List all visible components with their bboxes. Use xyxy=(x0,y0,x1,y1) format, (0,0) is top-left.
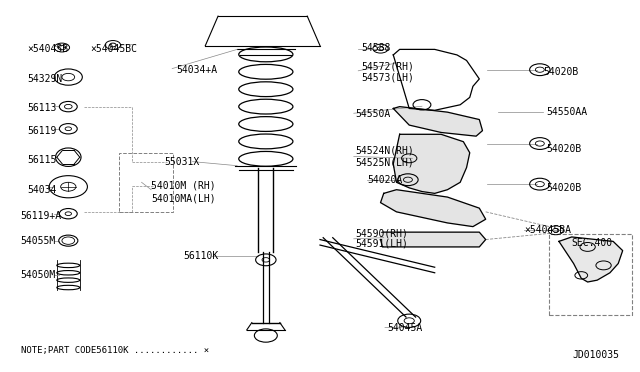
Text: ×54045B: ×54045B xyxy=(27,44,68,54)
Text: 56119: 56119 xyxy=(27,126,56,136)
Text: 56115: 56115 xyxy=(27,155,56,165)
Text: 54010M (RH): 54010M (RH) xyxy=(151,181,216,191)
Text: 54573(LH): 54573(LH) xyxy=(362,72,414,82)
Text: 54020B: 54020B xyxy=(543,67,579,77)
Text: 55031X: 55031X xyxy=(164,157,199,167)
Text: NOTE;PART CODE56110K ............ ×: NOTE;PART CODE56110K ............ × xyxy=(20,346,209,355)
Polygon shape xyxy=(559,237,623,282)
Text: 56113: 56113 xyxy=(27,103,56,113)
Text: SEC.400: SEC.400 xyxy=(572,238,613,248)
Text: 54020B: 54020B xyxy=(546,183,582,193)
Text: 54050M: 54050M xyxy=(20,270,56,280)
Text: 54525N(LH): 54525N(LH) xyxy=(355,157,414,167)
Text: 54020B: 54020B xyxy=(546,144,582,154)
Text: 54550AA: 54550AA xyxy=(546,107,588,117)
Text: 56119+A: 56119+A xyxy=(20,211,61,221)
Text: 54572(RH): 54572(RH) xyxy=(362,61,414,71)
Text: JD010035: JD010035 xyxy=(573,350,620,360)
Text: 54329N: 54329N xyxy=(27,74,62,84)
Text: 54550A: 54550A xyxy=(355,109,390,119)
Text: 54590(RH): 54590(RH) xyxy=(355,229,408,239)
Text: ×54045BA: ×54045BA xyxy=(524,225,571,235)
Text: 54034+A: 54034+A xyxy=(177,65,218,75)
Text: 54010MA(LH): 54010MA(LH) xyxy=(151,194,216,204)
Polygon shape xyxy=(394,107,483,136)
Text: 54034: 54034 xyxy=(27,185,56,195)
Text: 54588: 54588 xyxy=(362,42,391,52)
Text: 54020A: 54020A xyxy=(368,176,403,186)
Polygon shape xyxy=(394,134,470,193)
Text: 54591(LH): 54591(LH) xyxy=(355,238,408,248)
Text: 54524N(RH): 54524N(RH) xyxy=(355,146,414,156)
Text: 54045A: 54045A xyxy=(387,323,422,333)
Polygon shape xyxy=(381,190,486,227)
Text: 56110K: 56110K xyxy=(183,251,218,261)
Text: ×54045BC: ×54045BC xyxy=(91,44,138,54)
Polygon shape xyxy=(381,232,486,247)
Text: 54055M: 54055M xyxy=(20,236,56,246)
